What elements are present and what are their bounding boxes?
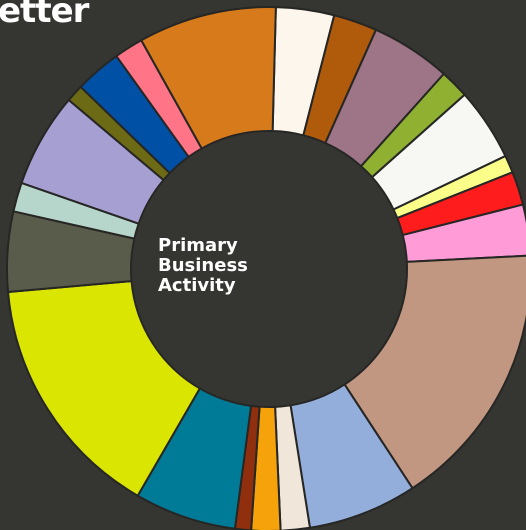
center-label: Primary Business Activity: [158, 236, 278, 296]
donut-slice-22: [140, 6, 277, 150]
donut-slice-9: [343, 254, 526, 490]
center-label-line-1: Primary: [158, 235, 238, 256]
brand-wordmark: etter: [0, 0, 89, 31]
donut-slice-15: [7, 280, 201, 497]
donut-hole: [132, 132, 406, 406]
center-label-line-3: Activity: [158, 275, 236, 296]
center-label-line-2: Business: [158, 255, 248, 276]
